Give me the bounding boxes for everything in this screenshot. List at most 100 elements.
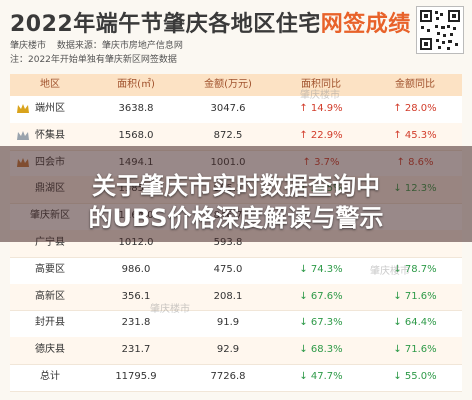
amount-yoy-cell: ↓ 64.4%: [368, 310, 462, 337]
yoy-value: 14.9%: [310, 103, 343, 114]
amount-yoy-cell: ↓ 71.6%: [368, 284, 462, 311]
source-brand: 肇庆楼市: [10, 41, 47, 51]
qr-code-icon: [416, 6, 464, 54]
region-label: 广宁县: [35, 237, 65, 248]
watermark: 肇庆楼市: [370, 266, 410, 277]
region-label: 总计: [40, 371, 60, 382]
arrow-down-icon: ↓: [299, 371, 311, 382]
yoy-value: 55.0%: [404, 371, 437, 382]
yoy-value: 22.9%: [310, 129, 343, 141]
arrow-down-icon: ↓: [393, 290, 405, 302]
arrow-down-icon: ↓: [299, 290, 311, 302]
arrow-up-icon: ↑: [299, 129, 311, 141]
amount-cell: 3047.6: [210, 103, 246, 114]
headline-line-1: 关于肇庆市实时数据查询中: [92, 172, 380, 200]
area-cell: 3638.8: [118, 103, 154, 114]
yoy-value: 67.6%: [310, 290, 343, 302]
yoy-value: 67.3%: [310, 317, 343, 329]
amount-cell: 92.9: [216, 344, 240, 356]
amount-yoy-cell: ↑ 45.3%: [368, 123, 462, 150]
table-row: 高新区 356.1 208.1 ↓ 67.6% ↓ 71.6%: [10, 283, 462, 312]
area-yoy-cell: ↓ 67.6%: [274, 284, 368, 311]
header: 2022年端午节肇庆各地区住宅网签成绩 肇庆楼市 数据来源：肇庆市房地产信息网 …: [0, 0, 472, 70]
arrow-down-icon: ↓: [299, 344, 311, 356]
yoy-value: 71.6%: [404, 344, 437, 356]
column-header: 面积(㎡): [117, 79, 155, 90]
amount-cell: 593.8: [213, 237, 243, 248]
area-yoy-cell: ↓ 74.3%: [274, 257, 368, 284]
column-header: 金额同比: [395, 79, 435, 90]
arrow-down-icon: ↓: [299, 317, 311, 329]
arrow-down-icon: ↓: [393, 317, 405, 329]
region-cell: 总计: [10, 364, 90, 391]
table-row: 总计 11795.9 7726.8 ↓ 47.7% ↓ 55.0%: [10, 364, 462, 392]
area-cell: 231.7: [121, 344, 151, 356]
table-row: 端州区 3638.8 3047.6 ↑ 14.9% ↑ 28.0%: [10, 96, 462, 124]
source-line: 肇庆楼市 数据来源：肇庆市房地产信息网: [10, 38, 191, 51]
note-line: 注：2022年开始单独有肇庆新区网签数据: [10, 55, 177, 65]
watermark: 肇庆楼市: [150, 304, 190, 315]
source-text: 数据来源：肇庆市房地产信息网: [56, 41, 183, 51]
yoy-value: 71.6%: [404, 290, 437, 302]
region-cell: 德庆县: [10, 337, 90, 364]
table-row: 怀集县 1568.0 872.5 ↑ 22.9% ↑ 45.3%: [10, 122, 462, 151]
yoy-value: 68.3%: [310, 344, 343, 356]
region-cell: 高新区: [10, 284, 90, 311]
arrow-up-icon: ↑: [393, 129, 405, 141]
amount-cell: 7726.8: [210, 371, 246, 382]
amount-cell: 208.1: [213, 290, 243, 302]
area-yoy-cell: ↑ 14.9%: [274, 96, 368, 123]
amount-yoy-cell: ↓ 71.6%: [368, 337, 462, 364]
amount-cell: 872.5: [213, 129, 243, 141]
area-cell: 1568.0: [118, 129, 154, 141]
yoy-value: 28.0%: [404, 103, 437, 114]
area-cell: 231.8: [121, 317, 151, 329]
yoy-value: 78.7%: [404, 263, 437, 275]
yoy-value: 45.3%: [404, 129, 437, 141]
headline-overlay: [0, 146, 472, 242]
column-header: 面积同比: [301, 79, 341, 90]
crown-icon: [17, 131, 29, 141]
region-cell: 怀集县: [10, 123, 90, 150]
watermark: 肇庆楼市: [300, 90, 340, 101]
region-cell: 端州区: [10, 96, 90, 123]
area-yoy-cell: ↓ 47.7%: [274, 364, 368, 391]
page-title: 2022年端午节肇庆各地区住宅网签成绩: [10, 6, 411, 38]
amount-yoy-cell: ↓ 55.0%: [368, 364, 462, 391]
area-yoy-cell: ↓ 68.3%: [274, 337, 368, 364]
region-label: 怀集县: [35, 129, 65, 141]
table-header: 地区 面积(㎡) 金额(万元) 面积同比 金额同比: [10, 74, 462, 96]
area-yoy-cell: ↑ 22.9%: [274, 123, 368, 150]
region-cell: 封开县: [10, 310, 90, 337]
amount-cell: 91.9: [216, 317, 240, 329]
arrow-up-icon: ↑: [299, 103, 311, 114]
area-cell: 11795.9: [115, 371, 157, 382]
column-header: 地区: [40, 79, 60, 90]
crown-icon: [17, 104, 29, 114]
amount-cell: 475.0: [213, 263, 243, 275]
table-row: 德庆县 231.7 92.9 ↓ 68.3% ↓ 71.6%: [10, 337, 462, 365]
headline-line-2: 的UBS价格深度解读与警示: [88, 204, 384, 232]
arrow-up-icon: ↑: [393, 103, 405, 114]
area-cell: 356.1: [121, 290, 151, 302]
region-label: 高新区: [35, 290, 65, 302]
arrow-down-icon: ↓: [393, 263, 405, 275]
region-label: 端州区: [35, 103, 65, 114]
column-header: 金额(万元): [204, 79, 252, 90]
region-label: 高要区: [35, 263, 65, 275]
region-cell: 广宁县: [10, 230, 90, 257]
region-label: 德庆县: [35, 344, 65, 356]
amount-yoy-cell: ↑ 28.0%: [368, 96, 462, 123]
region-label: 封开县: [35, 317, 65, 329]
region-cell: 高要区: [10, 257, 90, 284]
table-row: 封开县 231.8 91.9 ↓ 67.3% ↓ 64.4%: [10, 310, 462, 339]
yoy-value: 64.4%: [404, 317, 437, 329]
arrow-down-icon: ↓: [393, 371, 405, 382]
title-main: 2022年端午节肇庆各地区住宅: [10, 12, 321, 37]
title-accent: 网签成绩: [320, 12, 411, 37]
yoy-value: 47.7%: [310, 371, 343, 382]
arrow-down-icon: ↓: [393, 344, 405, 356]
area-cell: 986.0: [121, 263, 151, 275]
area-cell: 1012.0: [118, 237, 154, 248]
